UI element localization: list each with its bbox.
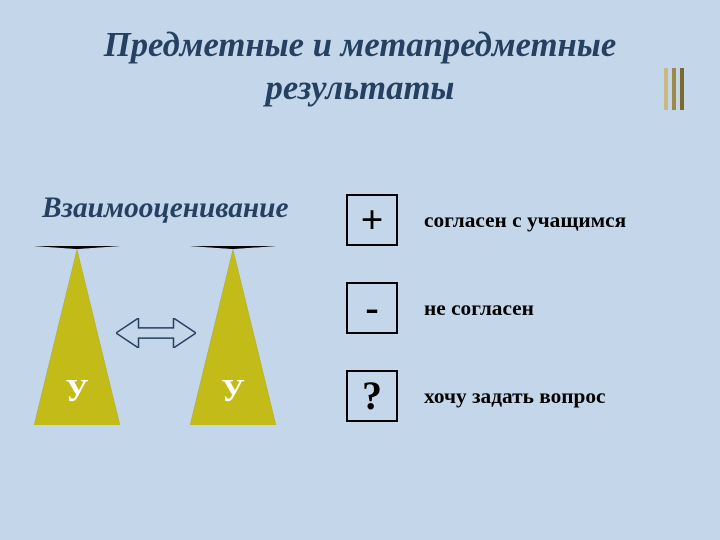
- double-arrow-icon: [116, 318, 196, 348]
- legend-text-minus: не согласен: [424, 296, 534, 321]
- legend-row-plus: + согласен с учащимся: [346, 194, 686, 246]
- accent-bar-2: [672, 68, 676, 110]
- triangle-left-label: У: [34, 372, 120, 409]
- symbol-plus: +: [346, 194, 398, 246]
- legend-row-minus: - не согласен: [346, 282, 686, 334]
- triangle-right-label: У: [190, 372, 276, 409]
- accent-bar-3: [680, 68, 684, 110]
- title-line1: Предметные и метапредметные: [104, 26, 616, 64]
- legend-text-question: хочу задать вопрос: [424, 384, 606, 409]
- title-line2: результаты: [266, 69, 455, 107]
- accent-bar-1: [664, 68, 668, 110]
- triangle-group: У У: [34, 246, 294, 446]
- page-title: Предметные и метапредметные результаты: [0, 24, 720, 111]
- symbol-minus: -: [346, 282, 398, 334]
- symbol-question: ?: [346, 370, 398, 422]
- slide: Предметные и метапредметные результаты В…: [0, 0, 720, 540]
- legend: + согласен с учащимся - не согласен ? хо…: [346, 194, 686, 458]
- legend-row-question: ? хочу задать вопрос: [346, 370, 686, 422]
- subtitle: Взаимооценивание: [42, 192, 289, 225]
- accent-bars: [664, 68, 684, 110]
- legend-text-plus: согласен с учащимся: [424, 208, 626, 233]
